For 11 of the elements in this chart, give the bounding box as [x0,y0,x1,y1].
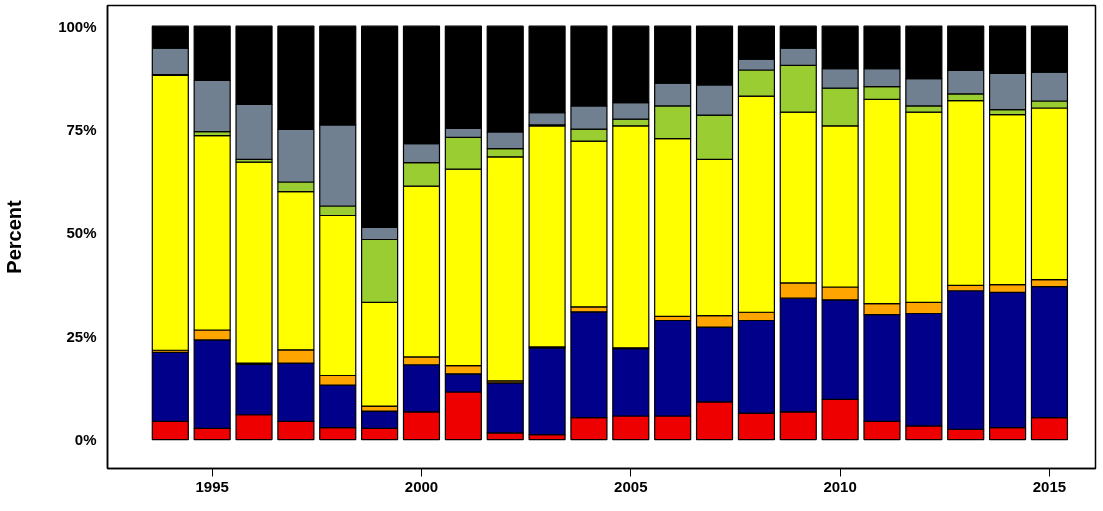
y-tick-label: 100% [58,17,97,35]
x-tick-label: 2015 [1032,477,1067,495]
x-tick-label: 2000 [404,477,439,495]
y-axis-title: Percent [3,199,26,274]
x-tick-label: 2005 [614,477,648,495]
x-tick-label: 1995 [195,477,229,495]
y-tick-label: 0% [74,431,97,449]
x-tick-label: 2010 [823,477,857,495]
y-tick-label: 25% [66,327,97,345]
y-tick-label: 50% [66,224,97,242]
y-tick-label: 75% [66,121,97,139]
